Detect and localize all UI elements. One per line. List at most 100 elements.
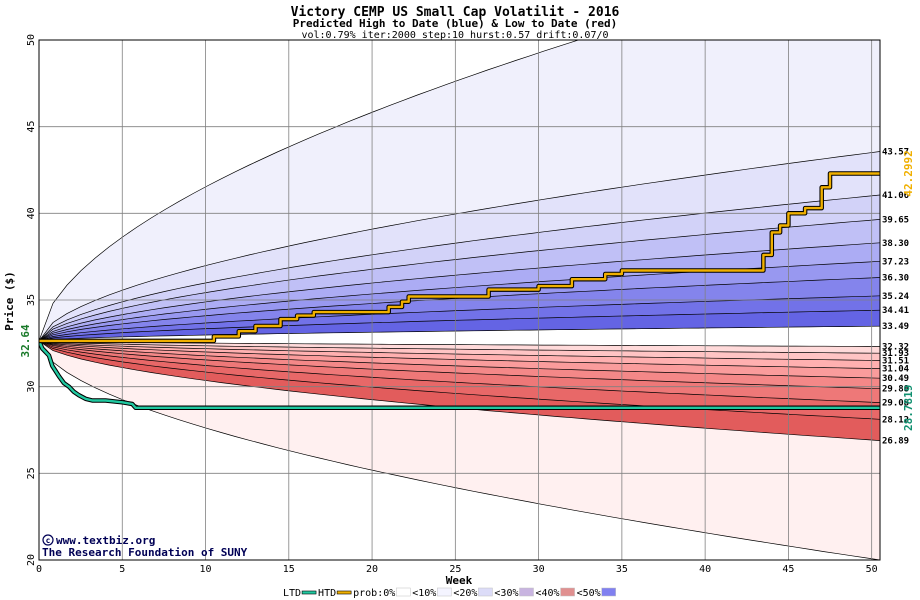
- lower-band-end-label: 28.12: [882, 415, 909, 425]
- x-axis-ticks: 0 5 10 15 20 25 30 35 40 45 50: [36, 564, 878, 575]
- x-tick-label: 50: [866, 564, 878, 575]
- lower-band: [39, 340, 880, 441]
- lower-band: [39, 340, 880, 379]
- legend-label-prob: <20%: [453, 588, 477, 599]
- upper-band: [39, 40, 880, 341]
- band-boundary-line: [39, 340, 880, 403]
- lower-band: [39, 340, 880, 354]
- start-price-label: 32.64: [19, 324, 32, 357]
- legend-label-prob: prob:0%: [353, 588, 395, 599]
- legend-swatch-prob: [560, 587, 575, 597]
- upper-band-end-label: 33.49: [882, 322, 909, 332]
- y-tick-label: 20: [26, 554, 37, 566]
- series-layer: [39, 171, 880, 411]
- lower-band: [39, 340, 880, 403]
- lower-band: [39, 340, 880, 389]
- legend: LTD HTD prob:0% <10% <20% <30% <40% <50%: [283, 587, 616, 599]
- x-tick-label: 30: [533, 564, 545, 575]
- upper-band-end-label: 35.24: [882, 292, 910, 302]
- x-axis-title: Week: [446, 574, 473, 587]
- legend-label-prob: <40%: [536, 588, 560, 599]
- x-tick-label: 5: [119, 564, 125, 575]
- legend-label-prob: <30%: [494, 588, 518, 599]
- band-boundary-line: [39, 340, 880, 361]
- x-tick-label: 20: [366, 564, 378, 575]
- band-boundaries: [39, 40, 880, 560]
- band-boundary-line: [39, 340, 880, 560]
- htd-series-line: [39, 172, 880, 343]
- lower-band: [39, 340, 880, 420]
- y-tick-label: 30: [26, 381, 37, 393]
- band-boundary-line: [39, 340, 880, 420]
- y-tick-label: 35: [26, 294, 37, 306]
- x-tick-label: 40: [699, 564, 711, 575]
- lower-band-end-label: 31.04: [882, 365, 910, 375]
- x-tick-label: 25: [449, 564, 461, 575]
- chart-subtitle: Predicted High to Date (blue) & Low to D…: [293, 17, 618, 30]
- upper-band-end-label: 34.41: [882, 306, 909, 316]
- band-boundary-line: [39, 219, 880, 342]
- band-end-labels: 43.57 41.06 39.65 38.30 37.23 36.30 35.24 34.41…: [882, 147, 915, 446]
- lower-band-end-label: 31.51: [882, 356, 909, 366]
- legend-label-prob: <10%: [412, 588, 436, 599]
- band-boundary-line: [39, 340, 880, 379]
- plot-frame: [38, 39, 881, 561]
- upper-band-end-label: 39.65: [882, 215, 909, 225]
- band-boundary-line: [39, 340, 880, 354]
- upper-band: [39, 219, 880, 341]
- legend-label-prob: <50%: [577, 588, 601, 599]
- band-boundary-line: [39, 325, 880, 342]
- copyright-icon-glyph: c: [46, 536, 51, 545]
- band-boundary-line: [39, 309, 880, 342]
- lower-band: [39, 340, 880, 361]
- upper-band-end-label: 41.06: [882, 191, 909, 201]
- x-tick-label: 15: [283, 564, 295, 575]
- x-tick-label: 10: [200, 564, 212, 575]
- lower-band-end-label: 29.88: [882, 385, 909, 395]
- credit-block: c www.textbiz.org The Research Foundatio…: [42, 534, 248, 559]
- lower-band-end-label: 30.49: [882, 374, 909, 384]
- x-tick-label: 45: [782, 564, 794, 575]
- lower-band-end-label: 31.93: [882, 349, 909, 359]
- band-boundary-line: [39, 340, 880, 390]
- htd-end-label: 42.2992: [902, 150, 915, 196]
- median-band: [39, 326, 880, 347]
- legend-swatch-htd: [336, 590, 352, 595]
- y-axis-title: Price ($): [3, 271, 16, 331]
- lower-band-end-label: 29.08: [882, 399, 909, 409]
- legend-swatch-ltd: [301, 590, 317, 595]
- legend-swatch-prob: [601, 587, 616, 597]
- band-boundary-line: [39, 40, 580, 342]
- upper-band: [39, 295, 880, 341]
- ltd-end-label: 28.7819: [902, 385, 915, 431]
- probability-bands: [39, 40, 880, 560]
- y-axis-ticks: 20 25 30 35 40 45 50: [26, 34, 37, 566]
- chart-title: Victory CEMP US Small Cap Volatilit - 20…: [291, 5, 620, 20]
- y-tick-label: 40: [26, 207, 37, 219]
- legend-label-ltd: LTD: [283, 588, 301, 599]
- upper-band-end-label: 36.30: [882, 273, 909, 283]
- upper-band: [39, 195, 880, 341]
- legend-swatch-prob: [437, 587, 452, 597]
- band-boundary-line: [39, 194, 880, 342]
- band-boundary-line: [39, 242, 880, 342]
- lower-band-end-label: 32.32: [882, 342, 909, 352]
- y-tick-label: 50: [26, 34, 37, 46]
- legend-swatch-prob: [478, 587, 493, 597]
- x-tick-label: 0: [36, 564, 42, 575]
- legend-label-htd: HTD: [318, 588, 336, 599]
- credit-website: www.textbiz.org: [56, 534, 155, 547]
- y-tick-label: 45: [26, 121, 37, 133]
- band-boundary-line: [39, 340, 880, 369]
- grid-lines: [39, 40, 880, 560]
- chart-params: vol:0.79% iter:2000 step:10 hurst:0.57 d…: [301, 30, 608, 41]
- x-tick-label: 35: [616, 564, 628, 575]
- upper-band-end-label: 38.30: [882, 239, 909, 249]
- upper-band: [39, 242, 880, 341]
- upper-band: [39, 151, 880, 341]
- ltd-series-line: [39, 340, 880, 409]
- upper-band: [39, 277, 880, 341]
- upper-band-end-label: 37.23: [882, 257, 909, 267]
- upper-band-end-label: 43.57: [882, 147, 909, 157]
